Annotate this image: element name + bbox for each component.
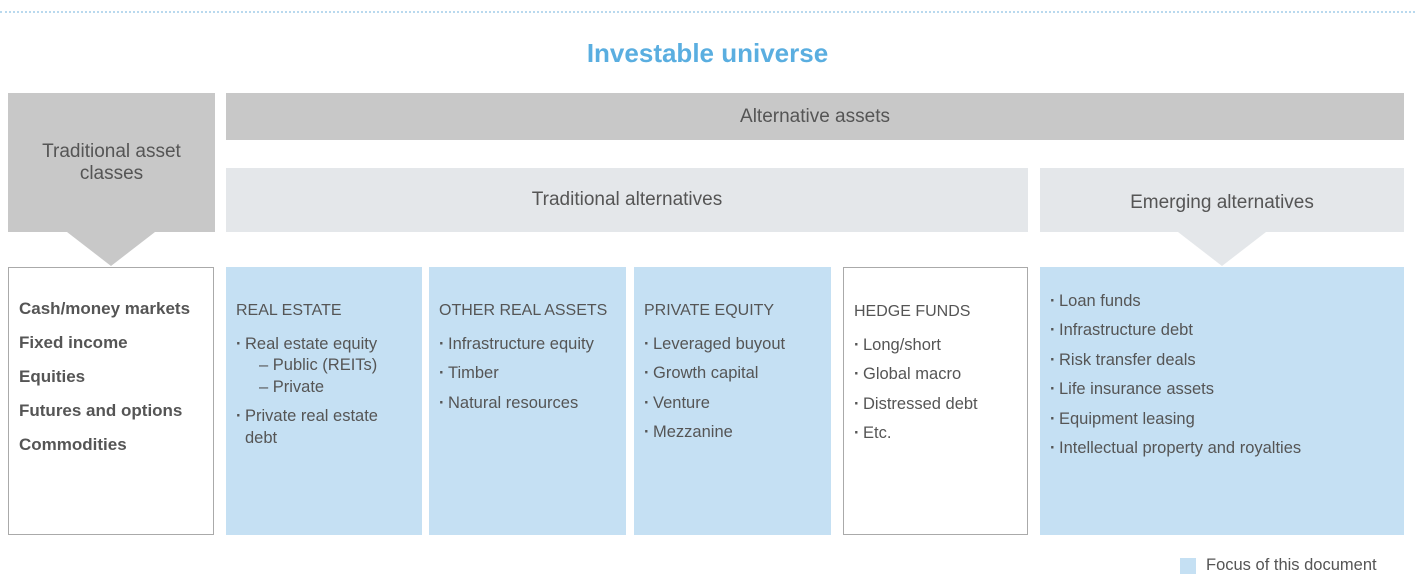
item-text: Infrastructure equity <box>448 334 594 353</box>
list-item: Equipment leasing <box>1050 409 1394 431</box>
list-item: Infrastructure debt <box>1050 320 1394 342</box>
item-text: Long/short <box>863 335 941 354</box>
item-text: Growth capital <box>653 364 759 383</box>
list-item: Equities <box>19 367 86 387</box>
list-item: Futures and options <box>19 401 183 421</box>
legend-swatch <box>1180 558 1196 574</box>
list-item: Cash/money markets <box>19 299 191 318</box>
column: Loan funds Infrastructure debt Risk transf… <box>1040 267 1404 535</box>
arrow <box>67 232 155 266</box>
list-item: Growth capital <box>644 363 821 385</box>
traditional-header: Traditional asset classes <box>8 93 215 232</box>
item-text: Real estate equity <box>245 334 378 353</box>
column-heading: OTHER REAL ASSETS <box>439 302 608 319</box>
list-item: Intellectual property and royalties <box>1050 438 1394 460</box>
item-text: Etc. <box>863 424 892 443</box>
title: Investable universe <box>586 38 829 68</box>
column: PRIVATE EQUITY Leveraged buyout Growth cap… <box>634 267 831 535</box>
column: REAL ESTATE Real estate equity – Public (R… <box>226 267 422 535</box>
list-item: Mezzanine <box>644 422 821 444</box>
item-text: Life insurance assets <box>1059 380 1215 399</box>
traditional-alternatives-header: Traditional alternatives <box>226 168 1028 232</box>
list-item: Private real estate debt <box>236 406 412 449</box>
list-item: Timber <box>439 363 616 385</box>
arrow <box>1178 232 1266 266</box>
sub-item: – Private <box>259 377 325 396</box>
item-text: Global macro <box>863 365 962 384</box>
column: HEDGE FUNDS Long/short Global macro Distres… <box>843 267 1028 535</box>
item-text: Risk transfer deals <box>1059 350 1196 369</box>
list-item: Fixed income <box>19 333 128 353</box>
list-item: Real estate equity – Public (REITs) – Priv… <box>236 334 412 398</box>
emerging-alternatives-header: Emerging alternatives <box>1040 168 1404 232</box>
list-item: Etc. <box>854 423 1017 445</box>
list-item: Life insurance assets <box>1050 379 1394 401</box>
list-item: Natural resources <box>439 393 616 415</box>
column-heading: HEDGE FUNDS <box>854 303 971 320</box>
sub-item: – Public (REITs) <box>259 356 378 375</box>
column-heading: PRIVATE EQUITY <box>644 302 775 319</box>
column: Cash/money markets Fixed income Equities Fu… <box>8 267 214 535</box>
list-item: Distressed debt <box>854 394 1017 416</box>
item-text: Infrastructure debt <box>1059 321 1193 340</box>
item-text: Timber <box>448 364 499 383</box>
list-item: Loan funds <box>1050 291 1394 313</box>
item-text: Leveraged buyout <box>653 334 786 353</box>
item-text: Distressed debt <box>863 394 978 413</box>
legend-label: Focus of this document <box>1206 556 1377 574</box>
list-item: Long/short <box>854 335 1017 357</box>
column: OTHER REAL ASSETS Infrastructure equity Ti… <box>429 267 626 535</box>
item-text: Mezzanine <box>653 423 733 442</box>
alternative-header: Alternative assets <box>226 93 1404 140</box>
list-item: Leveraged buyout <box>644 334 821 356</box>
item-text: Private real estate debt <box>245 407 378 447</box>
item-text: Intellectual property and royalties <box>1059 439 1302 458</box>
list-item: Global macro <box>854 364 1017 386</box>
item-text: Venture <box>653 393 710 412</box>
list-item: Risk transfer deals <box>1050 350 1394 372</box>
item-text: Loan funds <box>1059 292 1141 310</box>
item-text: Equipment leasing <box>1059 409 1195 428</box>
list-item: Venture <box>644 393 821 415</box>
list-item: Commodities <box>19 435 127 455</box>
item-text: Natural resources <box>448 393 579 412</box>
column-heading: REAL ESTATE <box>236 302 342 319</box>
list-item: Infrastructure equity <box>439 334 616 356</box>
divider <box>0 11 1415 13</box>
